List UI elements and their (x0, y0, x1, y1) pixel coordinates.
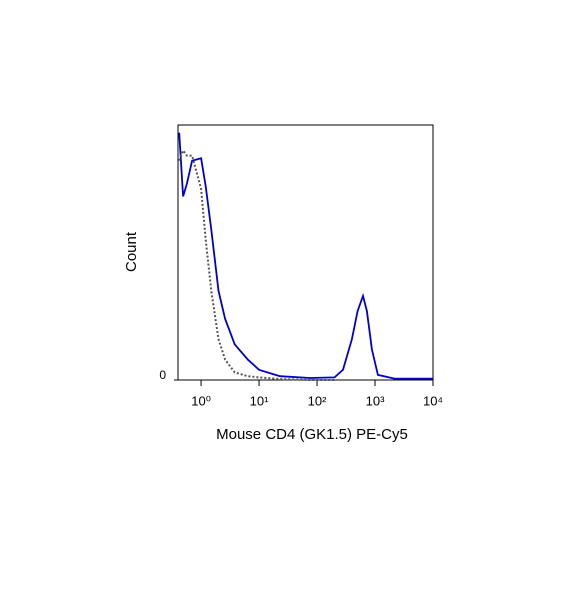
x-tick-label: 10² (308, 393, 327, 408)
histogram-line (178, 148, 335, 381)
plot-frame (177, 124, 434, 381)
x-tick-label: 10⁰ (191, 393, 211, 408)
histogram-line (178, 132, 433, 380)
x-tick-label: 10³ (366, 393, 385, 408)
x-tick-label: 10¹ (250, 393, 269, 408)
x-tick-label: 10⁴ (423, 393, 443, 408)
y-tick-label: 0 (159, 368, 166, 382)
y-axis-label: Count (123, 231, 140, 272)
x-axis-label: Mouse CD4 (GK1.5) PE-Cy5 (216, 426, 408, 443)
